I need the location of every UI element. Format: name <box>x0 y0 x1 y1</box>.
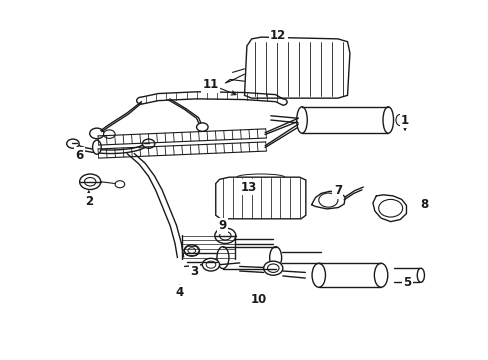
Text: 10: 10 <box>250 293 266 306</box>
Text: 9: 9 <box>218 219 226 232</box>
Text: 8: 8 <box>419 198 427 211</box>
Circle shape <box>318 193 337 207</box>
Circle shape <box>89 128 104 139</box>
Circle shape <box>263 261 282 275</box>
Circle shape <box>214 228 235 243</box>
Circle shape <box>378 199 402 217</box>
Text: 1: 1 <box>400 113 408 126</box>
Circle shape <box>66 139 79 148</box>
Circle shape <box>115 181 124 188</box>
Text: 3: 3 <box>190 265 198 278</box>
Text: 13: 13 <box>241 181 257 194</box>
Circle shape <box>187 248 195 253</box>
Circle shape <box>103 130 115 138</box>
Circle shape <box>142 139 155 148</box>
Circle shape <box>184 245 199 256</box>
Ellipse shape <box>374 263 387 287</box>
Ellipse shape <box>217 247 228 269</box>
Text: 4: 4 <box>175 287 183 300</box>
Ellipse shape <box>395 114 404 126</box>
Circle shape <box>84 177 96 186</box>
Circle shape <box>202 258 219 271</box>
Ellipse shape <box>92 140 101 154</box>
Ellipse shape <box>382 107 393 133</box>
Ellipse shape <box>416 268 424 282</box>
Text: 2: 2 <box>84 195 93 208</box>
Circle shape <box>196 123 208 131</box>
Ellipse shape <box>269 247 281 269</box>
Ellipse shape <box>296 107 306 133</box>
Circle shape <box>206 261 215 268</box>
Text: 6: 6 <box>75 149 83 162</box>
Circle shape <box>267 264 279 273</box>
Polygon shape <box>244 37 349 98</box>
Text: 5: 5 <box>403 276 411 289</box>
Ellipse shape <box>311 263 325 287</box>
Text: 11: 11 <box>203 78 219 91</box>
Circle shape <box>80 174 101 189</box>
Text: 12: 12 <box>269 29 285 42</box>
Polygon shape <box>215 177 305 219</box>
Text: 7: 7 <box>333 184 341 197</box>
Circle shape <box>219 231 231 240</box>
